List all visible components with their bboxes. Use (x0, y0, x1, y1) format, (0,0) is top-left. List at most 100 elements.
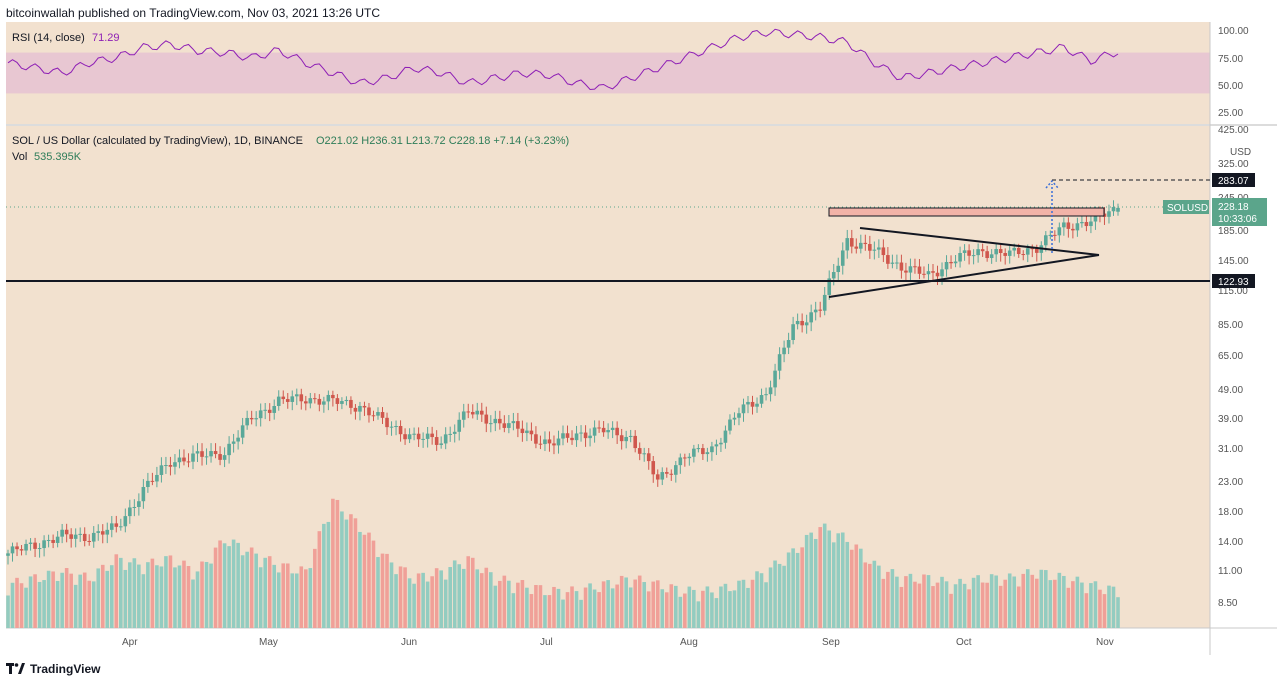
volume-bar (403, 567, 407, 628)
volume-bar (200, 561, 204, 628)
price-axis[interactable]: 425.00 USD 325.00 245.00 185.00 145.00 1… (1218, 125, 1251, 609)
tradingview-footer[interactable]: TradingView (6, 662, 100, 676)
volume-bar (1044, 570, 1048, 628)
volume-bar (588, 583, 592, 628)
candle-body (592, 427, 597, 436)
volume-bar (479, 573, 484, 628)
candle-body (304, 401, 308, 404)
volume-bar (236, 542, 240, 628)
resistance-zone (828, 207, 1105, 217)
volume-bar (831, 542, 836, 628)
candle-body (82, 533, 87, 541)
volume-bar (980, 582, 985, 628)
candle-body (119, 526, 123, 528)
price-tick: 145.00 (1218, 256, 1249, 267)
volume-bar (561, 599, 565, 628)
candle-body (904, 270, 908, 273)
price-tick: 18.00 (1218, 507, 1243, 518)
candle-body (831, 272, 836, 279)
rsi-axis[interactable]: 100.00 75.00 50.00 25.00 (1218, 26, 1249, 119)
candle-body (674, 465, 678, 475)
volume-bar (556, 588, 561, 628)
volume-bar (989, 574, 994, 628)
volume-bar (741, 579, 746, 628)
candle-body (895, 262, 899, 264)
candle-body (646, 453, 651, 462)
volume-bar (146, 562, 150, 628)
candle-body (123, 516, 128, 527)
candle-body (285, 399, 290, 402)
candle-body (1089, 221, 1093, 227)
volume-bar (674, 585, 678, 628)
volume-bar (421, 572, 425, 628)
time-axis[interactable]: Apr May Jun Jul Aug Sep Oct Nov (122, 637, 1114, 648)
candle-body (859, 242, 863, 249)
breakout-arrow-head (1045, 179, 1059, 189)
candle-body (412, 433, 416, 435)
candle-body (177, 457, 182, 463)
candle-body (1111, 207, 1116, 212)
candle-body (588, 435, 592, 439)
candle-body (1025, 248, 1030, 255)
candle-body (470, 411, 475, 415)
candle-body (245, 417, 249, 426)
candle-body (795, 320, 800, 325)
volume-bar (795, 552, 800, 628)
candle-body (195, 451, 200, 454)
volume-bar (64, 568, 69, 628)
volume-bar (714, 598, 719, 628)
volume-bar (985, 582, 989, 628)
candle-body (475, 410, 480, 415)
volume-bar (994, 575, 998, 628)
volume-bar (962, 583, 967, 628)
candle-body (822, 294, 827, 311)
candle-body (913, 266, 917, 268)
volume-bar (164, 556, 168, 628)
volume-bar (678, 596, 683, 628)
volume-bar (123, 569, 128, 628)
price-tick: 65.00 (1218, 351, 1243, 362)
candle-body (425, 433, 430, 439)
volume-bar (6, 595, 10, 628)
candle-body (516, 421, 520, 429)
volume-bar (96, 568, 101, 628)
candle-body (403, 434, 407, 440)
candle-body (579, 432, 583, 434)
candle-body (389, 426, 394, 428)
volume-bar (367, 532, 371, 628)
volume-bar (502, 575, 507, 628)
candle-body (628, 435, 633, 437)
volume-bar (899, 586, 904, 628)
candle-body (985, 251, 989, 259)
volume-bar (692, 589, 696, 628)
volume-bar (737, 580, 741, 628)
volume-bar (1098, 589, 1102, 628)
tradingview-brand: TradingView (30, 662, 101, 676)
candle-body (813, 309, 818, 313)
volume-bar (177, 565, 182, 628)
candle-body (322, 401, 326, 405)
volume-bar (37, 581, 42, 628)
candle-body (353, 407, 358, 412)
volume-bar (642, 582, 647, 628)
candle-body (137, 501, 141, 507)
candle-body (696, 448, 701, 450)
volume-bar (249, 547, 254, 628)
volume-bar (804, 534, 809, 628)
volume-bar (520, 580, 525, 628)
volume-bar (344, 519, 349, 628)
volume-bar (55, 580, 60, 628)
volume-bar (908, 573, 913, 628)
candle-body (191, 453, 195, 462)
candle-body (1062, 222, 1066, 228)
volume-bars (6, 498, 1120, 628)
volume-bar (998, 585, 1003, 628)
volume-bar (128, 562, 132, 628)
candle-body (1003, 252, 1007, 256)
volume-bar (845, 541, 850, 628)
price-tick: 23.00 (1218, 477, 1243, 488)
candle-body (6, 553, 10, 556)
volume-bar (231, 539, 236, 628)
volume-bar (538, 585, 543, 628)
